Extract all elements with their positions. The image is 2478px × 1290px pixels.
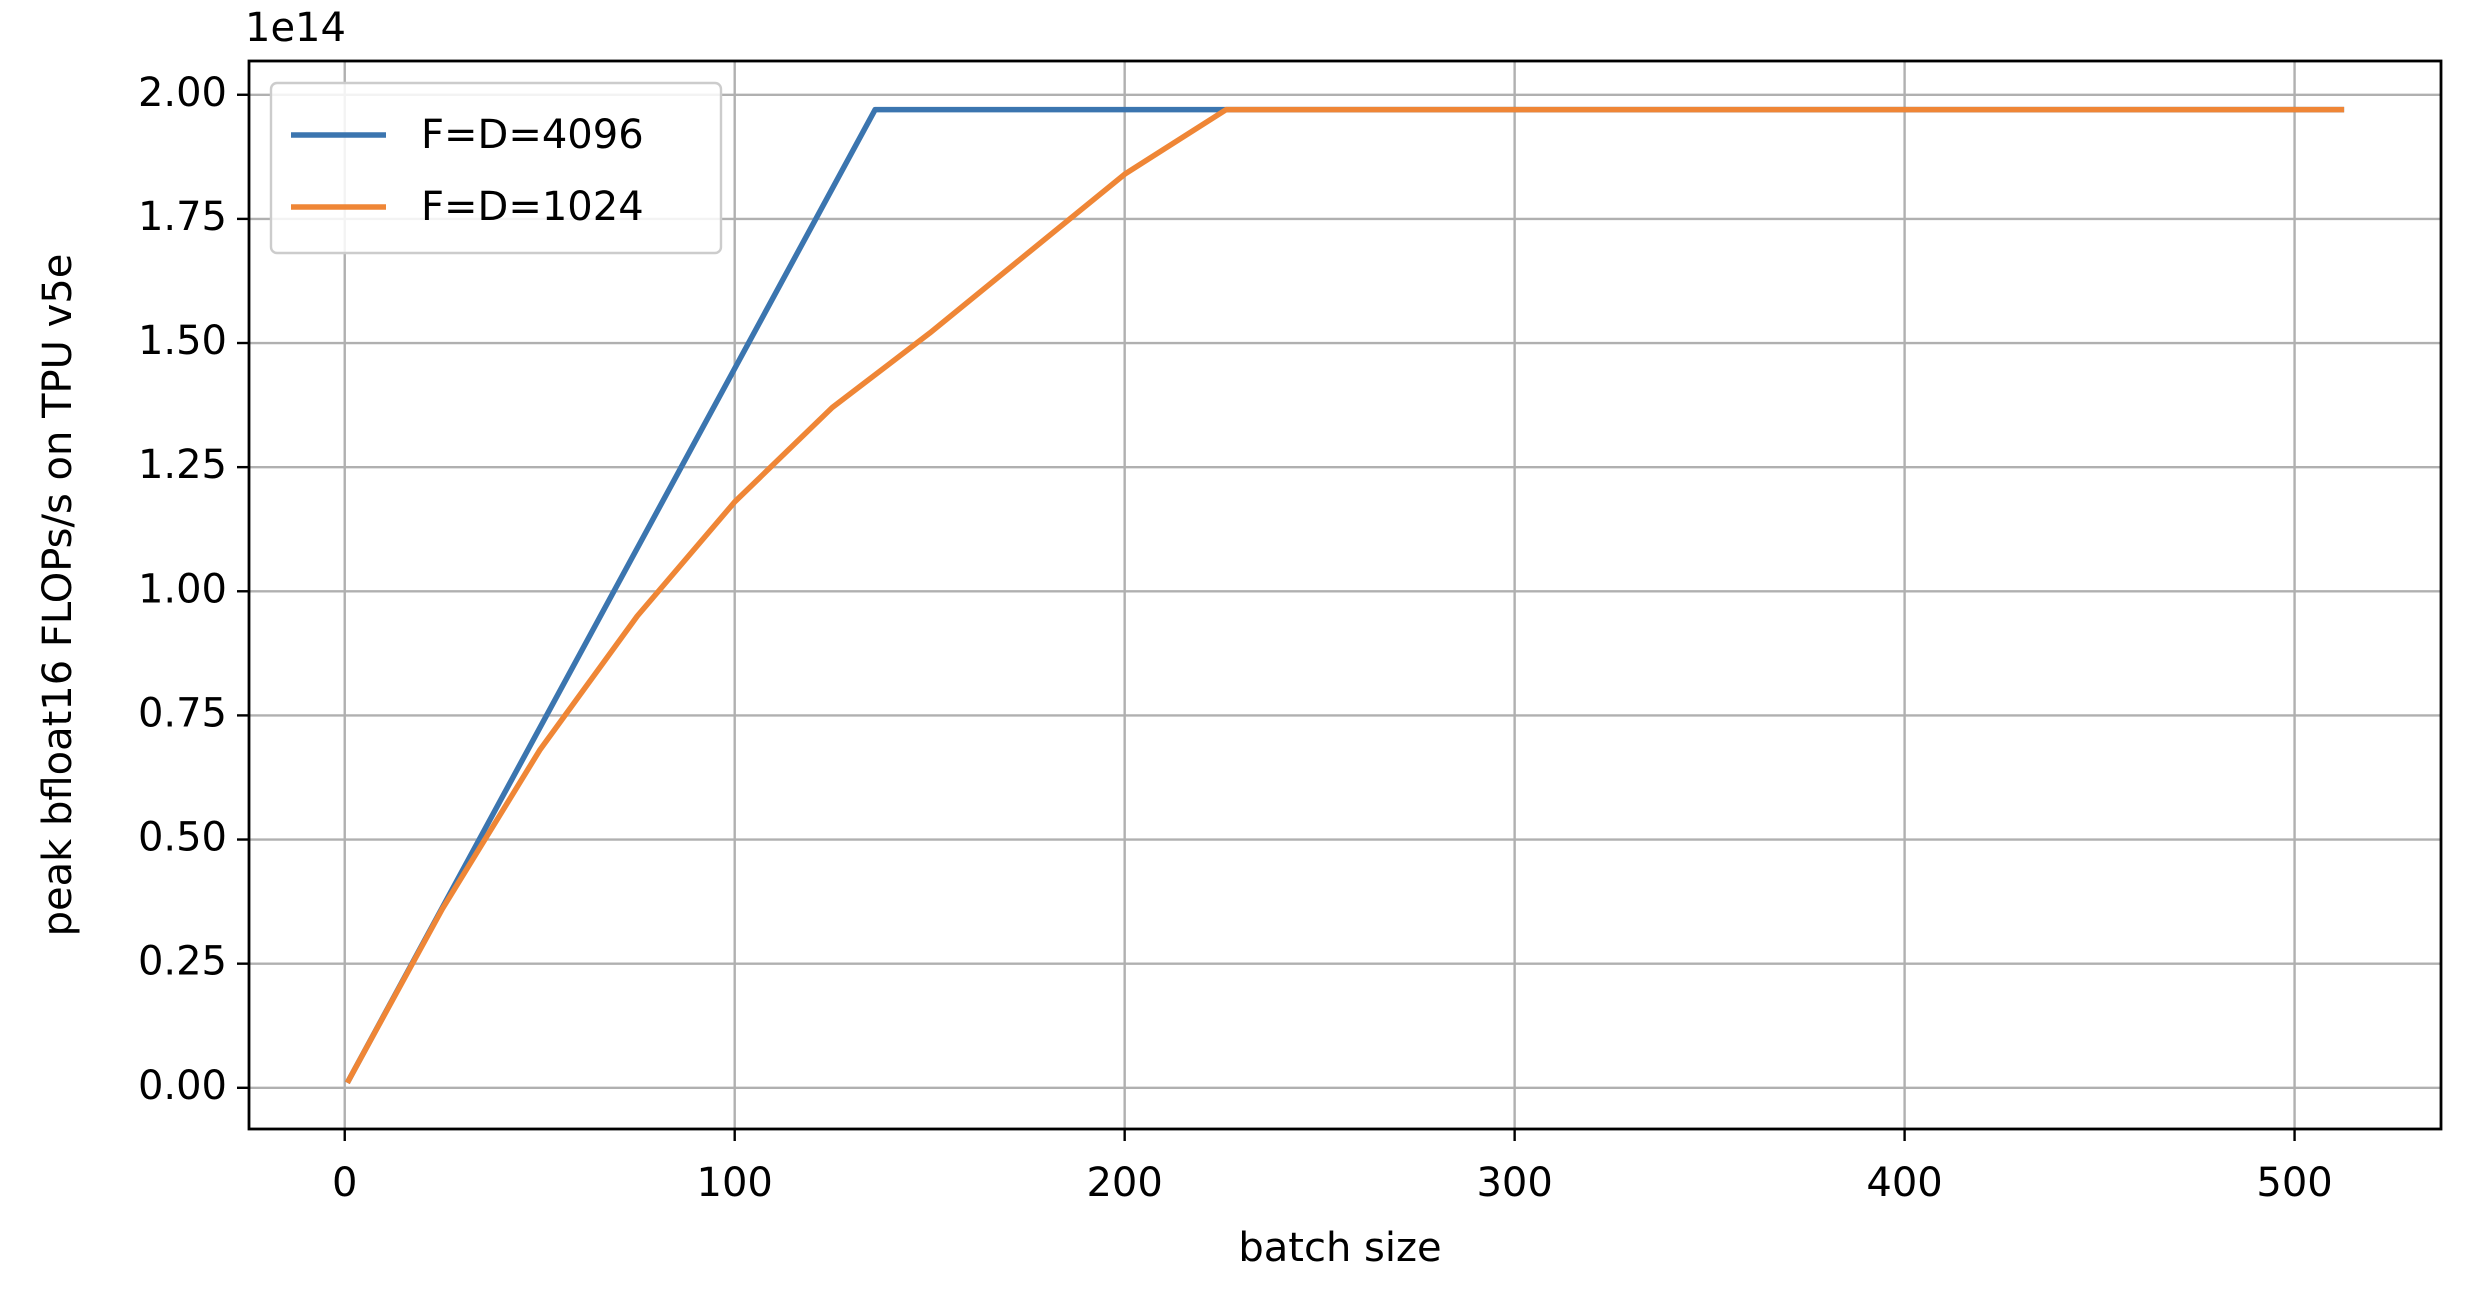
y-tick-label: 1.25 bbox=[138, 442, 227, 488]
y-tick-label: 2.00 bbox=[138, 70, 227, 116]
legend: F=D=4096 F=D=1024 bbox=[269, 81, 723, 255]
x-tick-label: 300 bbox=[1476, 1160, 1552, 1206]
y-tick-label: 1.75 bbox=[138, 194, 227, 240]
line-series bbox=[344, 106, 2345, 1085]
legend-label: F=D=1024 bbox=[421, 184, 644, 230]
y-tick-label: 1.00 bbox=[138, 566, 227, 612]
y-tick-label: 0.50 bbox=[138, 815, 227, 861]
y-offset-label: 1e14 bbox=[245, 5, 346, 51]
plot-frame bbox=[247, 59, 2443, 1131]
x-tick-label: 100 bbox=[697, 1160, 773, 1206]
line-series bbox=[344, 106, 2345, 1085]
y-tick-label: 0.25 bbox=[138, 939, 227, 985]
y-axis-label: peak bfloat16 FLOPs/s on TPU v5e bbox=[35, 254, 81, 937]
y-tick-label: 0.75 bbox=[138, 690, 227, 736]
x-tick-label: 400 bbox=[1866, 1160, 1942, 1206]
y-tick-label: 0.00 bbox=[138, 1063, 227, 1109]
legend-label: F=D=4096 bbox=[421, 112, 644, 158]
x-tick-label: 0 bbox=[332, 1160, 357, 1206]
x-tick-label: 500 bbox=[2256, 1160, 2332, 1206]
legend-box bbox=[269, 81, 723, 255]
x-axis-label: batch size bbox=[1238, 1225, 1441, 1271]
x-tick-label: 200 bbox=[1086, 1160, 1162, 1206]
y-tick-label: 1.50 bbox=[138, 318, 227, 364]
